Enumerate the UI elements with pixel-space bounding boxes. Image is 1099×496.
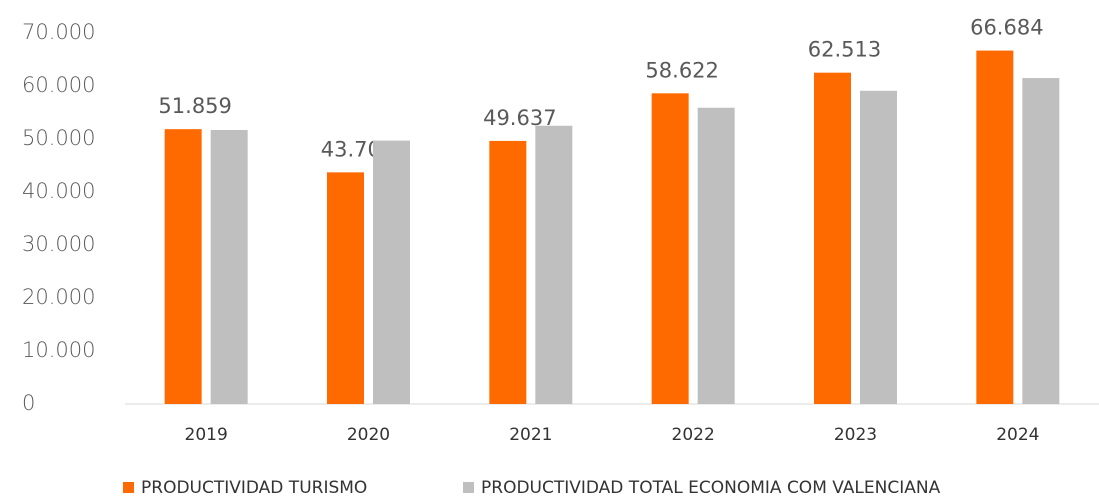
- legend-label: PRODUCTIVIDAD TOTAL ECONOMIA COM VALENCI…: [481, 478, 941, 496]
- bar: [814, 72, 851, 405]
- legend-swatch: [123, 482, 134, 493]
- y-tick-label: 0: [22, 391, 35, 415]
- x-tick-label: 2021: [509, 425, 552, 445]
- y-tick-label: 30.000: [22, 232, 95, 256]
- y-tick-label: 20.000: [22, 285, 95, 309]
- bar: [697, 107, 735, 404]
- bar: [210, 129, 248, 405]
- bar: [164, 129, 202, 405]
- y-tick-label: 40.000: [22, 179, 95, 203]
- bar: [535, 125, 573, 404]
- x-tick-label: 2022: [672, 425, 715, 445]
- legend-swatch: [463, 482, 474, 493]
- y-tick-label: 10.000: [22, 338, 95, 362]
- bar: [651, 93, 689, 404]
- legend-label: PRODUCTIVIDAD TURISMO: [141, 478, 367, 496]
- data-label: 66.684: [970, 16, 1043, 40]
- data-label: 51.859: [158, 94, 231, 118]
- y-tick-label: 50.000: [22, 126, 95, 150]
- bar: [860, 90, 897, 405]
- y-tick-label: 60.000: [22, 73, 95, 97]
- bar: [373, 140, 410, 404]
- data-label: 58.622: [645, 58, 718, 82]
- bar: [489, 140, 527, 405]
- bar: [1022, 78, 1060, 405]
- y-tick-label: 70.000: [22, 20, 95, 44]
- bar: [327, 172, 364, 404]
- data-label: 62.513: [808, 38, 881, 62]
- x-tick-label: 2023: [834, 425, 877, 445]
- bar: [976, 50, 1014, 404]
- x-tick-label: 2019: [185, 425, 228, 445]
- x-tick-label: 2024: [996, 425, 1039, 445]
- data-label: 49.637: [483, 106, 556, 130]
- x-tick-label: 2020: [347, 425, 390, 445]
